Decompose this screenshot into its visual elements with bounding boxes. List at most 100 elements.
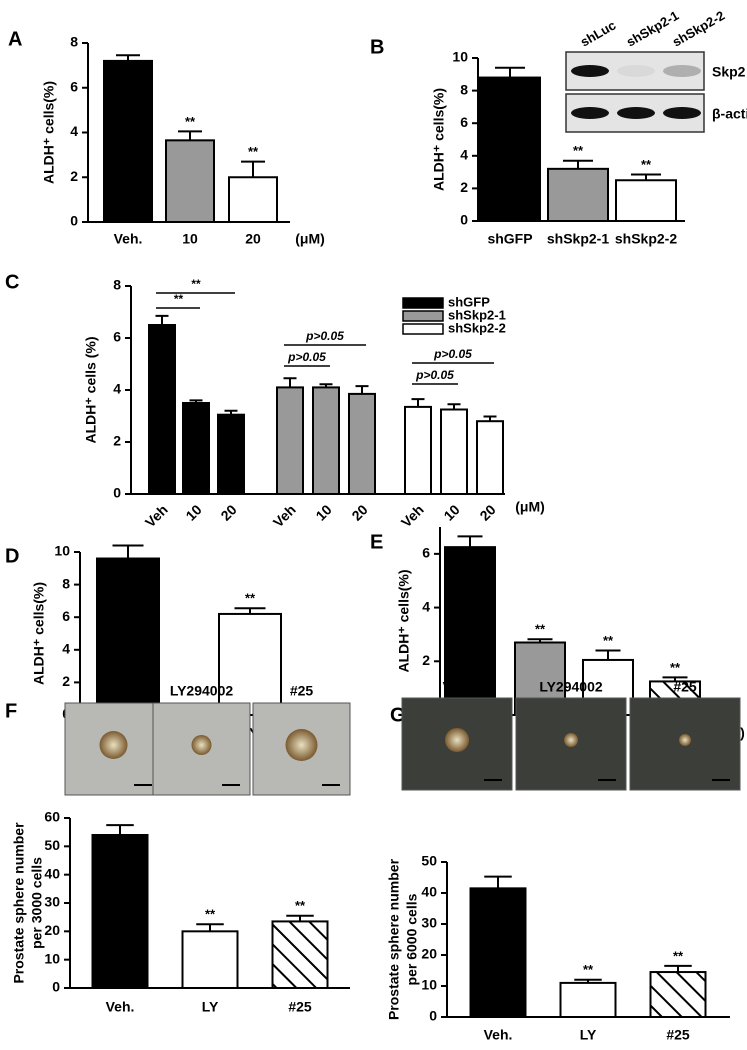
error-bar [595,649,621,660]
y-tick-label: 2 [460,179,468,195]
bar [469,887,527,1018]
blot-lane-label: shLuc [578,17,619,49]
y-tick-label: 8 [62,575,70,591]
bar [615,179,677,222]
panel-letter: C [5,271,19,293]
error-bar [224,409,238,415]
bar [444,546,496,717]
x-tick-label: 20 [476,501,498,523]
significance: ** [670,660,681,675]
legend-label: shSkp2-1 [448,307,506,322]
image-label: LY294002 [170,683,234,699]
panel-letter: A [8,28,22,50]
error-bar [631,173,661,181]
x-tick-label: 10 [182,231,198,247]
annotation: p>0.05 [415,368,454,382]
error-bar [319,383,333,388]
x-tick-label: shGFP [487,231,532,247]
y-tick-label: 8 [70,34,78,50]
blot-band [617,65,655,77]
bar [181,930,239,989]
annotation: ** [173,292,184,306]
legend-label: shGFP [448,294,490,309]
sphere [445,728,469,752]
y-tick-label: 4 [113,381,121,397]
image-label: Veh. [99,683,128,699]
y-tick-label: 0 [460,212,468,228]
y-axis-label: Prostate sphere number [11,822,27,984]
error-bar [116,54,140,61]
bar [228,176,278,223]
blot-band [663,65,701,77]
y-axis-label: ALDH⁺ cells(%) [31,582,47,685]
bar [649,971,707,1018]
y-tick-label: 0 [70,213,78,229]
error-bar [234,607,266,614]
significance: ** [185,114,196,129]
significance: ** [248,144,259,159]
significance: ** [673,948,684,963]
error-bar [241,160,265,178]
bar [217,413,245,496]
legend-swatch [402,323,444,335]
sphere [191,735,212,755]
y-tick-label: 4 [70,123,78,139]
error-bar [283,377,297,388]
blot-band [571,65,609,77]
error-bar [527,638,553,643]
x-tick-label: 20 [245,231,261,247]
error-bar [574,978,602,983]
x-tick-label: 20 [217,501,239,523]
error-bar [447,403,461,410]
bar [148,324,176,495]
y-tick-label: 6 [62,608,70,624]
x-tick-label: LY [580,1027,597,1043]
significance: ** [535,622,546,637]
error-bar [411,398,425,407]
x-tick-label: #25 [288,999,312,1015]
x-tick-label: Veh. [484,1027,513,1043]
bar [276,386,304,495]
image-label: #25 [290,683,314,699]
y-axis-label: per 3000 cells [29,857,45,949]
y-tick-label: 20 [421,946,437,962]
image-label: #25 [673,679,697,695]
y-tick-label: 6 [460,114,468,130]
x-tick-label: 10 [440,501,462,523]
error-bar [189,399,203,403]
y-tick-label: 0 [429,1008,437,1024]
error-bar [662,676,688,682]
y-tick-label: 0 [113,485,121,501]
blot-band [663,107,701,119]
blot-band-label: β-actin [712,106,747,122]
bar [91,834,149,989]
significance: ** [603,633,614,648]
x-tick-label: 10 [182,501,204,523]
y-tick-label: 6 [70,78,78,94]
error-bar [483,415,497,422]
panel-letter: B [370,36,384,58]
image-label: Veh. [443,679,472,695]
y-tick-label: 30 [421,915,437,931]
error-bar [178,130,202,141]
y-tick-label: 10 [421,977,437,993]
y-tick-label: 30 [44,894,60,910]
y-tick-label: 10 [54,543,70,559]
bar [559,981,617,1019]
error-bar [484,875,512,889]
legend-label: shSkp2-2 [448,320,506,335]
sphere-image [152,702,251,796]
y-axis-label: Prostate sphere number [386,858,402,1020]
sphere [679,734,691,746]
blot-band [617,107,655,119]
error-bar [355,385,369,394]
bar [476,420,504,496]
y-axis-label: ALDH⁺ cells(%) [41,81,57,184]
x-tick-label: #25 [666,1027,690,1043]
y-tick-label: 2 [422,652,430,668]
blot-lane-label: shSkp2-2 [670,8,728,50]
significance: ** [641,157,652,172]
y-tick-label: 60 [44,809,60,825]
y-tick-label: 50 [421,853,437,869]
